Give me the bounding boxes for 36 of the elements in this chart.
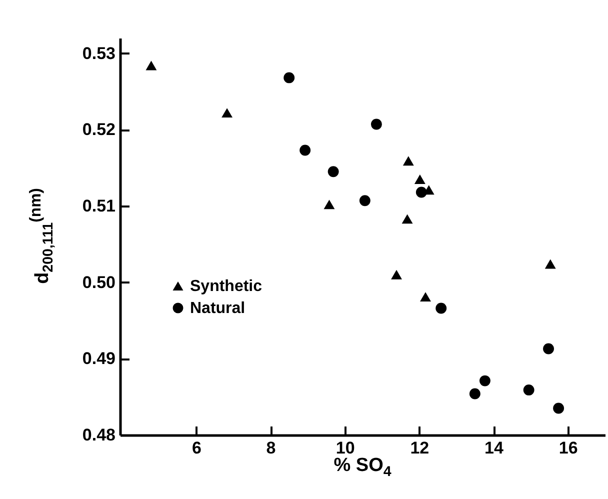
point bbox=[300, 144, 311, 156]
point bbox=[436, 302, 447, 314]
point bbox=[284, 72, 295, 84]
y-tick-label: 0.53 bbox=[82, 44, 116, 63]
x-tick-label: 14 bbox=[484, 438, 504, 458]
point bbox=[543, 343, 554, 354]
point bbox=[469, 388, 480, 400]
point bbox=[414, 174, 426, 184]
x-tick-label: 6 bbox=[192, 438, 202, 458]
point bbox=[420, 292, 431, 302]
point bbox=[402, 156, 414, 166]
legend-label: Synthetic bbox=[190, 278, 262, 295]
x-tick-label: 8 bbox=[266, 438, 276, 458]
y-tick-label: 0.50 bbox=[82, 272, 116, 292]
x-tick-label: 12 bbox=[410, 438, 430, 458]
point bbox=[553, 402, 564, 414]
x-axis-title: % SO$_{4}$ bbox=[334, 455, 392, 480]
legend-label: Natural bbox=[190, 300, 246, 317]
x-tick-label: 10 bbox=[336, 438, 355, 458]
point bbox=[402, 214, 413, 224]
x-tick-label: 16 bbox=[558, 438, 578, 458]
point bbox=[544, 259, 556, 269]
y-tick-label: 0.51 bbox=[82, 196, 116, 216]
point bbox=[359, 195, 370, 206]
point bbox=[370, 118, 382, 130]
point bbox=[523, 384, 534, 396]
point bbox=[324, 200, 335, 210]
y-tick-label: 0.52 bbox=[82, 120, 116, 140]
point bbox=[479, 375, 490, 386]
y-tick-label: 0.48 bbox=[82, 426, 116, 444]
point bbox=[416, 186, 427, 198]
point bbox=[391, 270, 402, 280]
point bbox=[222, 108, 233, 118]
point bbox=[328, 166, 339, 178]
y-tick-label: 0.49 bbox=[82, 349, 116, 368]
point bbox=[146, 60, 157, 70]
